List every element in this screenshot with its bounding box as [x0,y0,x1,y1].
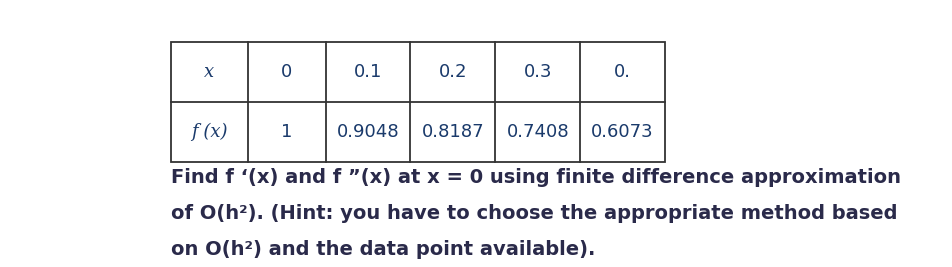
Text: f (x): f (x) [191,123,228,141]
Text: 1: 1 [281,123,292,141]
Text: 0: 0 [281,63,292,81]
Text: 0.9048: 0.9048 [337,123,399,141]
Text: of O(h²). (Hint: you have to choose the appropriate method based: of O(h²). (Hint: you have to choose the … [170,204,897,223]
Text: 0.1: 0.1 [354,63,382,81]
Text: 0.7408: 0.7408 [506,123,569,141]
Text: 0.: 0. [614,63,631,81]
Text: 0.2: 0.2 [439,63,467,81]
Text: 0.8187: 0.8187 [422,123,485,141]
Text: Find f ‘(x) and f ”(x) at x = 0 using finite difference approximation: Find f ‘(x) and f ”(x) at x = 0 using fi… [170,168,901,187]
Text: 0.3: 0.3 [524,63,552,81]
Bar [170,42,664,162]
Text: 0.6073: 0.6073 [591,123,654,141]
Text: on O(h²) and the data point available).: on O(h²) and the data point available). [170,240,595,259]
Text: x: x [205,63,214,81]
